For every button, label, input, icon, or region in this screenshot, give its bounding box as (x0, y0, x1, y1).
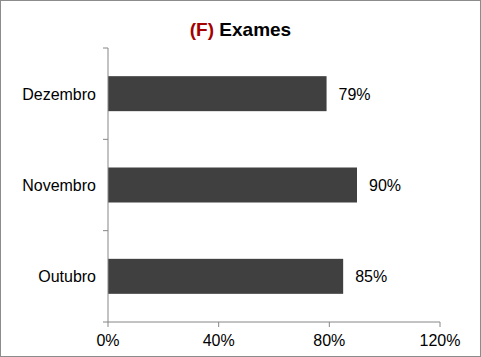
category-label: Outubro (38, 268, 96, 285)
data-label: 85% (355, 268, 387, 285)
y-axis (108, 48, 109, 322)
category-tick (103, 139, 108, 140)
bars (108, 76, 357, 294)
category-tick (103, 48, 108, 49)
category-label: Novembro (22, 177, 96, 194)
data-label: 79% (339, 86, 371, 103)
x-tick-label: 120% (420, 332, 461, 349)
x-tick (108, 322, 109, 327)
x-tick-label: 40% (203, 332, 235, 349)
category-tick (103, 322, 108, 323)
chart: (F) Exames 85% 90% 79% Outubro Novembro Dezemb… (0, 0, 481, 357)
bar (108, 76, 327, 111)
x-tick (218, 322, 219, 327)
frame (1, 1, 481, 357)
title: (F) Exames (190, 19, 291, 40)
bar (108, 259, 343, 294)
x-tick (329, 322, 330, 327)
title-part: Exames (214, 19, 291, 40)
category-tick (103, 230, 108, 231)
bar (108, 168, 357, 203)
x-tick (440, 322, 441, 327)
title-part: (F) (190, 19, 214, 40)
data-label: 90% (369, 177, 401, 194)
x-tick-label: 0% (96, 332, 119, 349)
x-tick-label: 80% (313, 332, 345, 349)
x-axis (108, 322, 440, 323)
category-label: Dezembro (22, 86, 96, 103)
